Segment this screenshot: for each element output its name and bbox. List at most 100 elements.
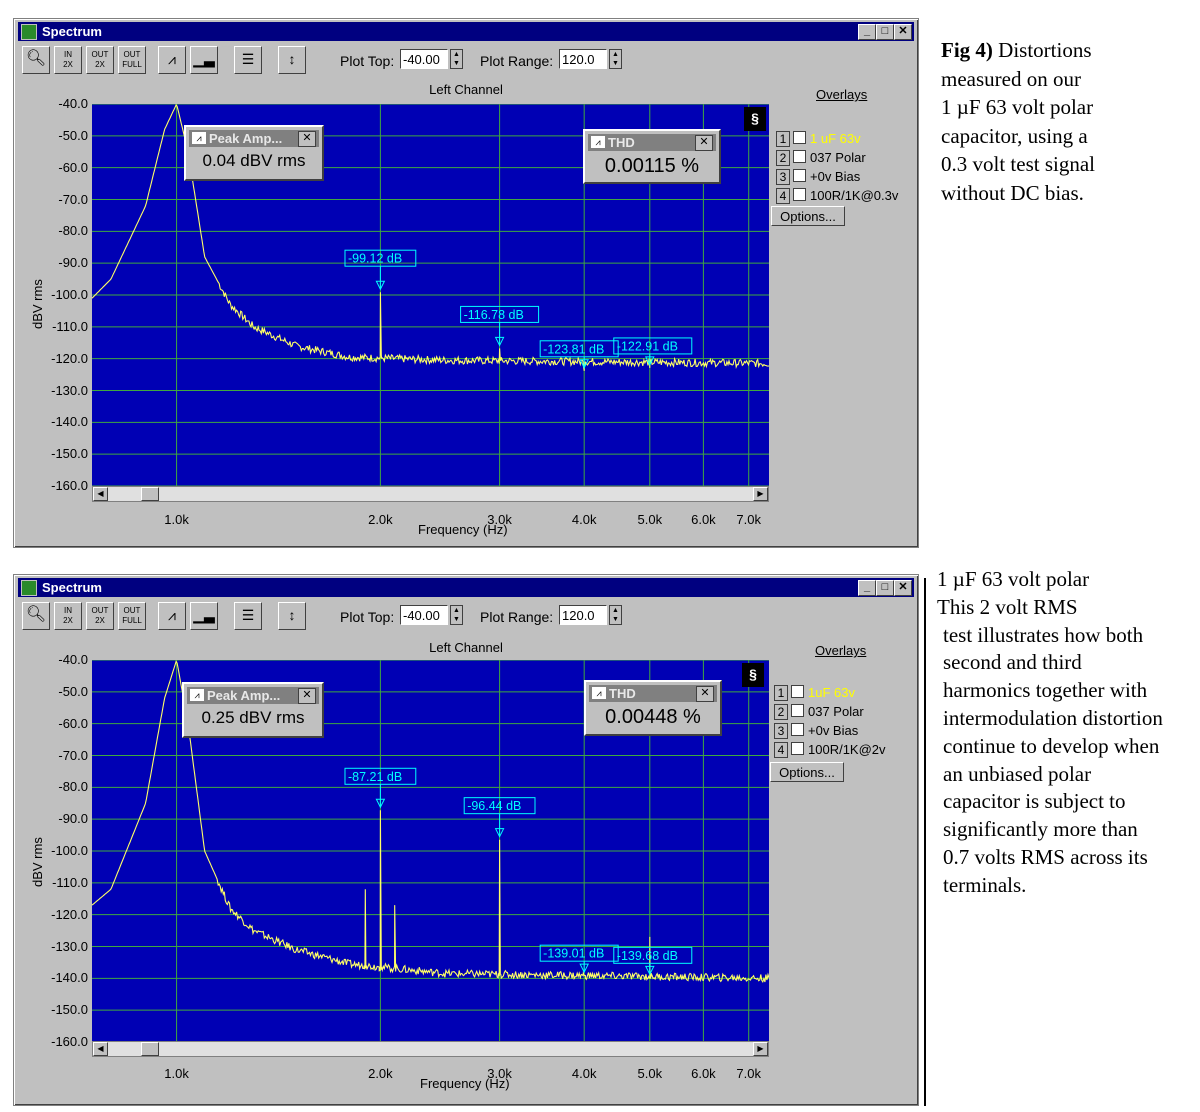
- overlay-label: +0v Bias: [810, 169, 861, 184]
- peak-marker: -139.01 dB: [539, 944, 619, 974]
- peak-label: -87.21 dB: [348, 770, 402, 784]
- zoom-out-2x-button[interactable]: OUT 2X: [86, 46, 114, 74]
- overlay-item-2[interactable]: 2 037 Polar: [774, 704, 864, 720]
- caption-line: intermodulation distortion: [943, 705, 1163, 730]
- peak-marker: -122.91 dB: [613, 337, 693, 367]
- toolbar: 🔍︎ IN 2X OUT 2X OUT FULL ⩘ ▁▃ ☰ ↕ Plot Top:…: [20, 44, 912, 78]
- thd-close-button[interactable]: ✕: [695, 135, 713, 151]
- overlay-checkbox[interactable]: [791, 742, 804, 755]
- y-tick-label: -80.0: [58, 779, 88, 795]
- caption-line: test illustrates how both: [943, 622, 1144, 647]
- minimize-button[interactable]: _: [858, 24, 876, 40]
- caption-line: 0.3 volt test signal: [941, 152, 1095, 176]
- overlay-checkbox[interactable]: [791, 704, 804, 717]
- plot-top-spinner[interactable]: ▲ ▼: [450, 605, 463, 625]
- overlay-checkbox[interactable]: [793, 188, 806, 201]
- scroll-thumb[interactable]: [141, 487, 159, 501]
- caption-line: significantly more than: [943, 817, 1138, 842]
- plot-range-spinner[interactable]: ▲ ▼: [609, 605, 622, 625]
- line-plot-icon[interactable]: ⩘: [158, 46, 186, 74]
- y-tick-label: -100.0: [51, 287, 88, 302]
- y-tick-label: -150.0: [51, 1002, 88, 1018]
- zoom-magnifier-button[interactable]: 🔍︎: [22, 602, 50, 630]
- close-button[interactable]: ✕: [894, 580, 912, 596]
- x-tick-label: 6.0k: [691, 512, 716, 527]
- channel-label: Left Channel: [429, 640, 503, 655]
- vertical-range-icon[interactable]: ↕: [278, 46, 306, 74]
- close-button[interactable]: ✕: [894, 24, 912, 40]
- overlays-heading[interactable]: Overlays: [816, 87, 868, 102]
- y-tick-label: -120.0: [51, 906, 88, 922]
- peak-pointer-arrow: [644, 356, 655, 367]
- maximize-button[interactable]: □: [876, 24, 894, 40]
- zoom-out-full-button[interactable]: OUT FULL: [118, 602, 146, 630]
- thd-readout[interactable]: THD ⩘ ✕ 0.00448 %: [584, 680, 722, 736]
- window-title: Spectrum: [42, 24, 102, 39]
- scroll-left-arrow[interactable]: ◀: [93, 1042, 108, 1056]
- y-tick-label: -120.0: [51, 350, 88, 366]
- zoom-out-full-button[interactable]: OUT FULL: [118, 46, 146, 74]
- bar-plot-icon[interactable]: ▁▃: [190, 46, 218, 74]
- options-button[interactable]: Options...: [771, 206, 845, 226]
- zoom-in-2x-button[interactable]: IN 2X: [54, 46, 82, 74]
- thd-close-button[interactable]: ✕: [696, 686, 714, 702]
- vertical-range-icon[interactable]: ↕: [278, 602, 306, 630]
- overlay-item-4[interactable]: 4 100R/1K@2v: [774, 742, 886, 758]
- overlay-checkbox[interactable]: [793, 169, 806, 182]
- bar-plot-icon[interactable]: ▁▃: [190, 602, 218, 630]
- peak-label: -122.91 dB: [617, 339, 678, 353]
- overlay-label: +0v Bias: [808, 723, 859, 738]
- plot-range-input[interactable]: 120.0: [559, 605, 607, 625]
- plot-top-input[interactable]: -40.00: [400, 605, 448, 625]
- settings-panel-icon[interactable]: ☰: [234, 46, 262, 74]
- x-tick-label: 5.0k: [637, 512, 663, 527]
- overlay-item-3[interactable]: 3 +0v Bias: [776, 169, 860, 185]
- peak-amp-readout[interactable]: Peak Amp... ⩘ ✕ 0.25 dBV rms: [182, 682, 324, 738]
- y-tick-label: -60.0: [58, 159, 88, 175]
- plot-top-spinner[interactable]: ▲ ▼: [450, 49, 463, 69]
- plot-range-spinner[interactable]: ▲ ▼: [609, 49, 622, 69]
- caption-line: 0.7 volts RMS across its: [943, 844, 1148, 869]
- spectrum-window-2: Spectrum _ □ ✕ 🔍︎ IN 2X OUT 2X OUT FULL ⩘ ▁…: [13, 574, 919, 1106]
- horizontal-scrollbar[interactable]: ◀ ▶: [92, 486, 769, 502]
- peak-pointer-arrow: [375, 280, 386, 291]
- peak-amp-readout[interactable]: Peak Amp... ⩘ ✕ 0.04 dBV rms: [184, 125, 324, 181]
- divider: [924, 578, 926, 1106]
- overlay-item-3[interactable]: 3 +0v Bias: [774, 723, 858, 739]
- thd-readout[interactable]: THD ⩘ ✕ 0.00115 %: [583, 129, 721, 184]
- peak-amp-close-button[interactable]: ✕: [298, 131, 316, 147]
- overlay-checkbox[interactable]: [793, 150, 806, 163]
- zoom-magnifier-button[interactable]: 🔍︎: [22, 46, 50, 74]
- overlays-heading[interactable]: Overlays: [815, 643, 867, 658]
- zoom-out-2x-button[interactable]: OUT 2X: [86, 602, 114, 630]
- zoom-in-2x-button[interactable]: IN 2X: [54, 602, 82, 630]
- overlay-item-1[interactable]: 1 1uF 63v: [774, 685, 855, 701]
- overlay-item-2[interactable]: 2 037 Polar: [776, 150, 866, 166]
- maximize-button[interactable]: □: [876, 580, 894, 596]
- overlay-checkbox[interactable]: [791, 685, 804, 698]
- scroll-left-arrow[interactable]: ◀: [93, 487, 108, 501]
- y-tick-label: -110.0: [52, 874, 88, 890]
- overlay-label: 1 uF 63v: [810, 131, 861, 146]
- plot-top-input[interactable]: -40.00: [400, 49, 448, 69]
- y-tick-label: -60.0: [58, 715, 88, 731]
- caption-line: 1 µF 63 volt polar: [941, 95, 1094, 119]
- minimize-button[interactable]: _: [858, 580, 876, 596]
- overlay-checkbox[interactable]: [793, 131, 806, 144]
- settings-panel-icon[interactable]: ☰: [234, 602, 262, 630]
- peak-amp-value: 0.04 dBV rms: [202, 151, 306, 170]
- scroll-thumb[interactable]: [141, 1042, 159, 1056]
- horizontal-scrollbar[interactable]: ◀ ▶: [92, 1041, 769, 1057]
- scroll-right-arrow[interactable]: ▶: [753, 1042, 768, 1056]
- plot-range-input[interactable]: 120.0: [559, 49, 607, 69]
- scroll-right-arrow[interactable]: ▶: [753, 487, 768, 501]
- overlay-item-4[interactable]: 4 100R/1K@0.3v: [776, 188, 898, 204]
- line-plot-icon[interactable]: ⩘: [158, 602, 186, 630]
- options-button[interactable]: Options...: [770, 762, 844, 782]
- title-bar: Spectrum _ □ ✕: [18, 578, 914, 597]
- overlay-checkbox[interactable]: [791, 723, 804, 736]
- peak-amp-close-button[interactable]: ✕: [298, 688, 316, 704]
- y-tick-label: -130.0: [51, 938, 88, 954]
- caption-line: Fig 4) Distortions: [941, 38, 1092, 62]
